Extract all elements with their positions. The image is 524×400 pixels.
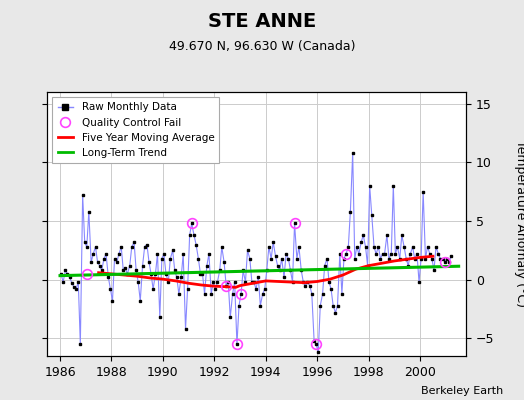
Y-axis label: Temperature Anomaly (°C): Temperature Anomaly (°C) bbox=[514, 140, 524, 308]
Text: Berkeley Earth: Berkeley Earth bbox=[421, 386, 503, 396]
Text: STE ANNE: STE ANNE bbox=[208, 12, 316, 31]
Legend: Raw Monthly Data, Quality Control Fail, Five Year Moving Average, Long-Term Tren: Raw Monthly Data, Quality Control Fail, … bbox=[52, 97, 220, 163]
Text: 49.670 N, 96.630 W (Canada): 49.670 N, 96.630 W (Canada) bbox=[169, 40, 355, 53]
